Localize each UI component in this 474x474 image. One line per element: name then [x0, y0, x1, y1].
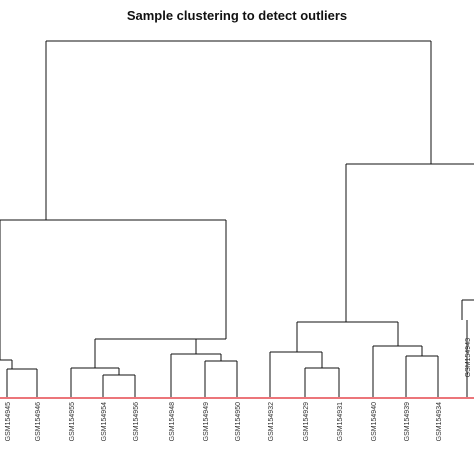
- leaf-label: GSM154946: [35, 402, 42, 441]
- leaf-label: GSM154954: [101, 402, 108, 441]
- page-title: Sample clustering to detect outliers: [126, 8, 348, 23]
- leaf-label: GSM154931: [337, 402, 344, 441]
- leaf-label: GSM154956: [133, 402, 140, 441]
- leaf-label: GSM154932: [268, 402, 275, 441]
- leaf-label: GSM154940: [371, 402, 378, 441]
- leaf-label: GSM154934: [436, 402, 443, 441]
- leaf-label: GSM154929: [303, 402, 310, 441]
- leaf-label: GSM154948: [169, 402, 176, 441]
- leaf-label: GSM154950: [235, 402, 242, 441]
- leaf-label: GSM154955: [69, 402, 76, 441]
- leaf-label: GSM154945: [5, 402, 12, 441]
- leaf-label: GSM154943: [465, 338, 472, 377]
- dendrogram-links: [0, 40, 474, 397]
- leaf-label: GSM154949: [203, 402, 210, 441]
- leaf-label: GSM154939: [404, 402, 411, 441]
- leaf-labels: GSM154945 GSM154946 GSM154955 GSM154954 GSM1…: [5, 338, 472, 441]
